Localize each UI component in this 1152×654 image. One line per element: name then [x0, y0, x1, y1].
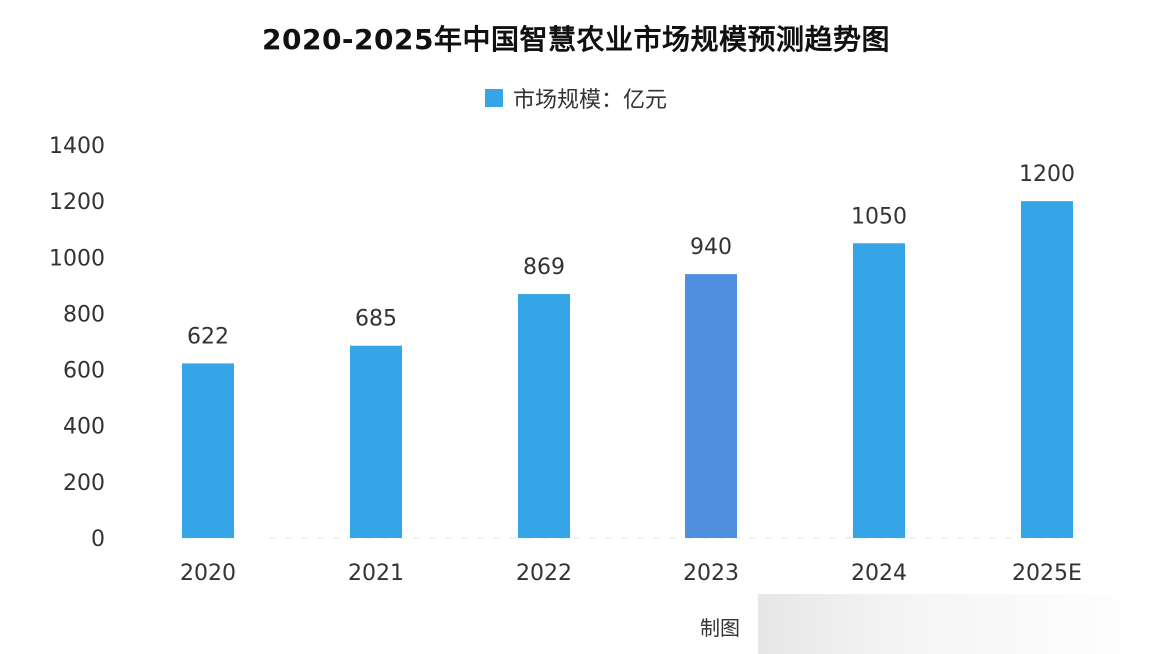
legend-swatch [484, 89, 503, 107]
bar-2023 [685, 274, 737, 538]
y-tick-label: 400 [63, 415, 105, 440]
y-tick-label: 1400 [49, 134, 105, 159]
data-label-2022: 869 [523, 255, 565, 280]
x-tick-label-2021: 2021 [348, 561, 404, 586]
legend-label: 市场规模：亿元 [512, 88, 667, 113]
footer-mask [758, 594, 1152, 654]
x-tick-label-2024: 2024 [851, 561, 907, 586]
x-tick-label-2023: 2023 [683, 561, 739, 586]
bar-2021 [350, 345, 402, 538]
y-tick-label: 0 [91, 527, 105, 552]
y-tick-label: 1000 [49, 246, 105, 271]
legend: 市场规模：亿元 [0, 82, 1152, 114]
data-label-2023: 940 [690, 235, 732, 260]
y-tick-label: 1200 [49, 190, 105, 215]
bar-2025E [1021, 201, 1073, 538]
y-tick-label: 800 [63, 302, 105, 327]
data-label-2021: 685 [355, 307, 397, 332]
data-label-2024: 1050 [851, 204, 907, 229]
x-tick-label-2022: 2022 [516, 561, 572, 586]
y-tick-label: 200 [63, 471, 105, 496]
bar-2022 [518, 294, 570, 538]
bar-2024 [853, 243, 905, 538]
x-tick-label-2025E: 2025E [1012, 561, 1082, 586]
footer-text: 制图 [700, 616, 740, 640]
data-label-2025E: 1200 [1019, 162, 1075, 187]
chart-title: 2020-2025年中国智慧农业市场规模预测趋势图 [262, 23, 890, 56]
x-tick-label-2020: 2020 [180, 561, 236, 586]
bar-2020 [182, 363, 234, 538]
data-label-2020: 622 [187, 324, 229, 349]
y-tick-label: 600 [63, 359, 105, 384]
